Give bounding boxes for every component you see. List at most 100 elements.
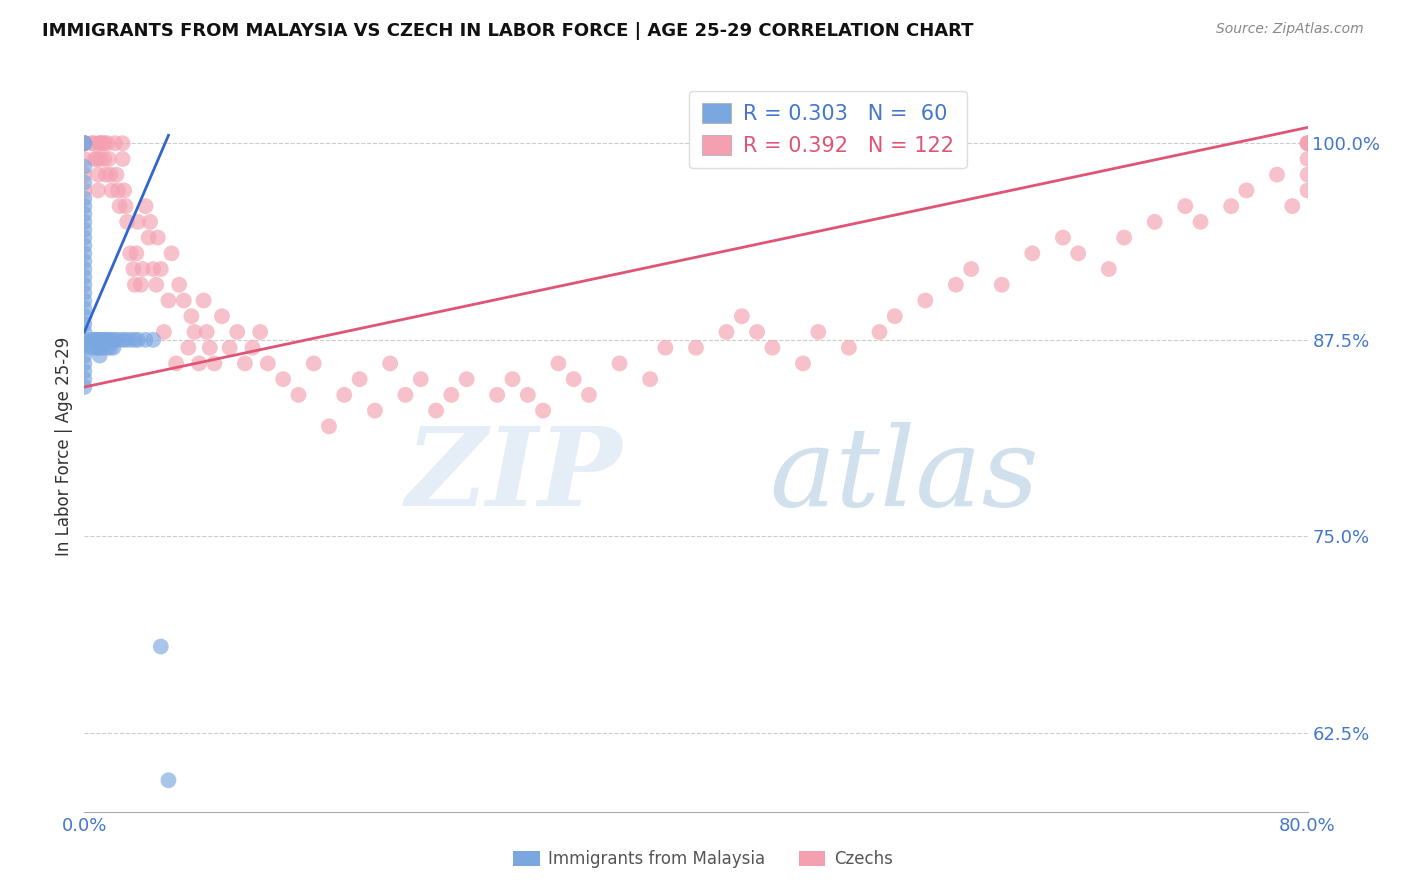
Point bbox=[142, 262, 165, 277]
Point bbox=[1098, 262, 1121, 277]
Point bbox=[97, 333, 120, 347]
Point bbox=[1296, 152, 1319, 166]
Point bbox=[73, 136, 96, 151]
Point bbox=[107, 183, 129, 197]
Point bbox=[1189, 215, 1212, 229]
Text: ZIP: ZIP bbox=[406, 422, 623, 529]
Point bbox=[731, 310, 754, 324]
Point bbox=[318, 419, 340, 434]
Point bbox=[101, 333, 124, 347]
Point bbox=[562, 372, 585, 386]
Point bbox=[73, 136, 96, 151]
Point bbox=[73, 160, 96, 174]
Point bbox=[149, 262, 172, 277]
Point bbox=[991, 277, 1014, 292]
Point bbox=[73, 136, 96, 151]
Point bbox=[122, 262, 145, 277]
Point bbox=[394, 388, 416, 402]
Point bbox=[89, 152, 111, 166]
Point bbox=[127, 215, 149, 229]
Point bbox=[333, 388, 356, 402]
Point bbox=[86, 341, 108, 355]
Point bbox=[73, 293, 96, 308]
Point bbox=[73, 191, 96, 205]
Point bbox=[89, 136, 111, 151]
Point bbox=[73, 183, 96, 197]
Point bbox=[73, 199, 96, 213]
Point bbox=[531, 403, 554, 417]
Point bbox=[180, 310, 202, 324]
Point bbox=[73, 136, 96, 151]
Point bbox=[1296, 136, 1319, 151]
Point bbox=[111, 333, 134, 347]
Point bbox=[73, 325, 96, 339]
Point bbox=[233, 356, 256, 370]
Point bbox=[129, 277, 152, 292]
Point bbox=[516, 388, 538, 402]
Point bbox=[91, 341, 114, 355]
Point bbox=[1265, 168, 1288, 182]
Point bbox=[87, 333, 110, 347]
Point bbox=[165, 356, 187, 370]
Point bbox=[73, 262, 96, 277]
Point bbox=[135, 199, 157, 213]
Point bbox=[73, 215, 96, 229]
Point bbox=[1281, 199, 1303, 213]
Point bbox=[1236, 183, 1258, 197]
Point bbox=[193, 293, 215, 308]
Point bbox=[142, 333, 165, 347]
Point bbox=[157, 773, 180, 788]
Point bbox=[1220, 199, 1243, 213]
Point bbox=[425, 403, 447, 417]
Point bbox=[91, 333, 114, 347]
Point bbox=[73, 380, 96, 394]
Point bbox=[124, 277, 146, 292]
Point bbox=[792, 356, 814, 370]
Point bbox=[761, 341, 783, 355]
Point bbox=[73, 269, 96, 284]
Point bbox=[747, 325, 769, 339]
Point bbox=[73, 238, 96, 252]
Point bbox=[73, 301, 96, 316]
Point bbox=[73, 349, 96, 363]
Point bbox=[105, 168, 128, 182]
Point bbox=[218, 341, 240, 355]
Point bbox=[96, 333, 118, 347]
Point bbox=[91, 136, 114, 151]
Point bbox=[188, 356, 211, 370]
Point bbox=[73, 207, 96, 221]
Point bbox=[364, 403, 387, 417]
Point bbox=[73, 136, 96, 151]
Point bbox=[73, 277, 96, 292]
Point bbox=[1296, 168, 1319, 182]
Point bbox=[73, 168, 96, 182]
Point bbox=[73, 310, 96, 324]
Point bbox=[73, 246, 96, 260]
Point bbox=[1143, 215, 1166, 229]
Point bbox=[111, 152, 134, 166]
Text: IMMIGRANTS FROM MALAYSIA VS CZECH IN LABOR FORCE | AGE 25-29 CORRELATION CHART: IMMIGRANTS FROM MALAYSIA VS CZECH IN LAB… bbox=[42, 22, 974, 40]
Point bbox=[1296, 183, 1319, 197]
Point bbox=[183, 325, 205, 339]
Point bbox=[120, 333, 142, 347]
Point bbox=[86, 152, 108, 166]
Text: atlas: atlas bbox=[769, 422, 1039, 529]
Point bbox=[1296, 136, 1319, 151]
Point bbox=[73, 372, 96, 386]
Text: Source: ZipAtlas.com: Source: ZipAtlas.com bbox=[1216, 22, 1364, 37]
Point bbox=[93, 333, 115, 347]
Point bbox=[73, 337, 96, 351]
Point bbox=[578, 388, 600, 402]
Point bbox=[226, 325, 249, 339]
Point bbox=[167, 277, 190, 292]
Point bbox=[202, 356, 225, 370]
Point bbox=[654, 341, 676, 355]
Point bbox=[409, 372, 432, 386]
Point bbox=[73, 152, 96, 166]
Point bbox=[302, 356, 325, 370]
Point bbox=[135, 333, 157, 347]
Point bbox=[96, 341, 118, 355]
Y-axis label: In Labor Force | Age 25-29: In Labor Force | Age 25-29 bbox=[55, 336, 73, 556]
Point bbox=[502, 372, 524, 386]
Point bbox=[349, 372, 371, 386]
